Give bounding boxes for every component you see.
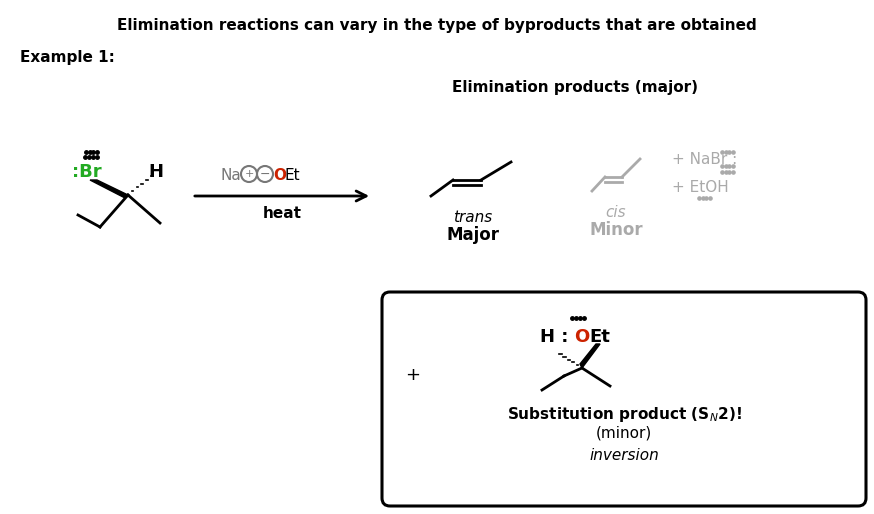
Text: +: + [245,169,253,179]
Text: Elimination products (major): Elimination products (major) [452,80,698,95]
Text: Na: Na [220,169,240,183]
Polygon shape [90,180,128,198]
Text: Elimination reactions can vary in the type of byproducts that are obtained: Elimination reactions can vary in the ty… [117,18,757,33]
Text: Minor: Minor [589,221,642,239]
FancyBboxPatch shape [382,292,866,506]
Text: Et: Et [285,169,301,183]
Text: + EtOH: + EtOH [672,180,729,195]
Text: + NaBr :: + NaBr : [672,153,738,168]
Text: :Br: :Br [72,163,101,181]
Text: Major: Major [447,226,500,244]
Text: trans: trans [454,210,493,225]
Text: cis: cis [606,205,627,220]
Text: +: + [405,366,420,384]
Text: (minor): (minor) [596,425,652,440]
Text: Et: Et [589,328,610,346]
Text: O: O [273,169,286,183]
Text: inversion: inversion [589,448,659,463]
Text: Example 1:: Example 1: [20,50,114,65]
Text: H: H [148,163,163,181]
Text: H :: H : [540,328,568,346]
Text: Substitution product (S$_N$2)!: Substitution product (S$_N$2)! [507,405,741,424]
Polygon shape [580,344,600,368]
Text: O: O [574,328,589,346]
Text: heat: heat [262,207,302,222]
Text: −: − [260,168,270,180]
